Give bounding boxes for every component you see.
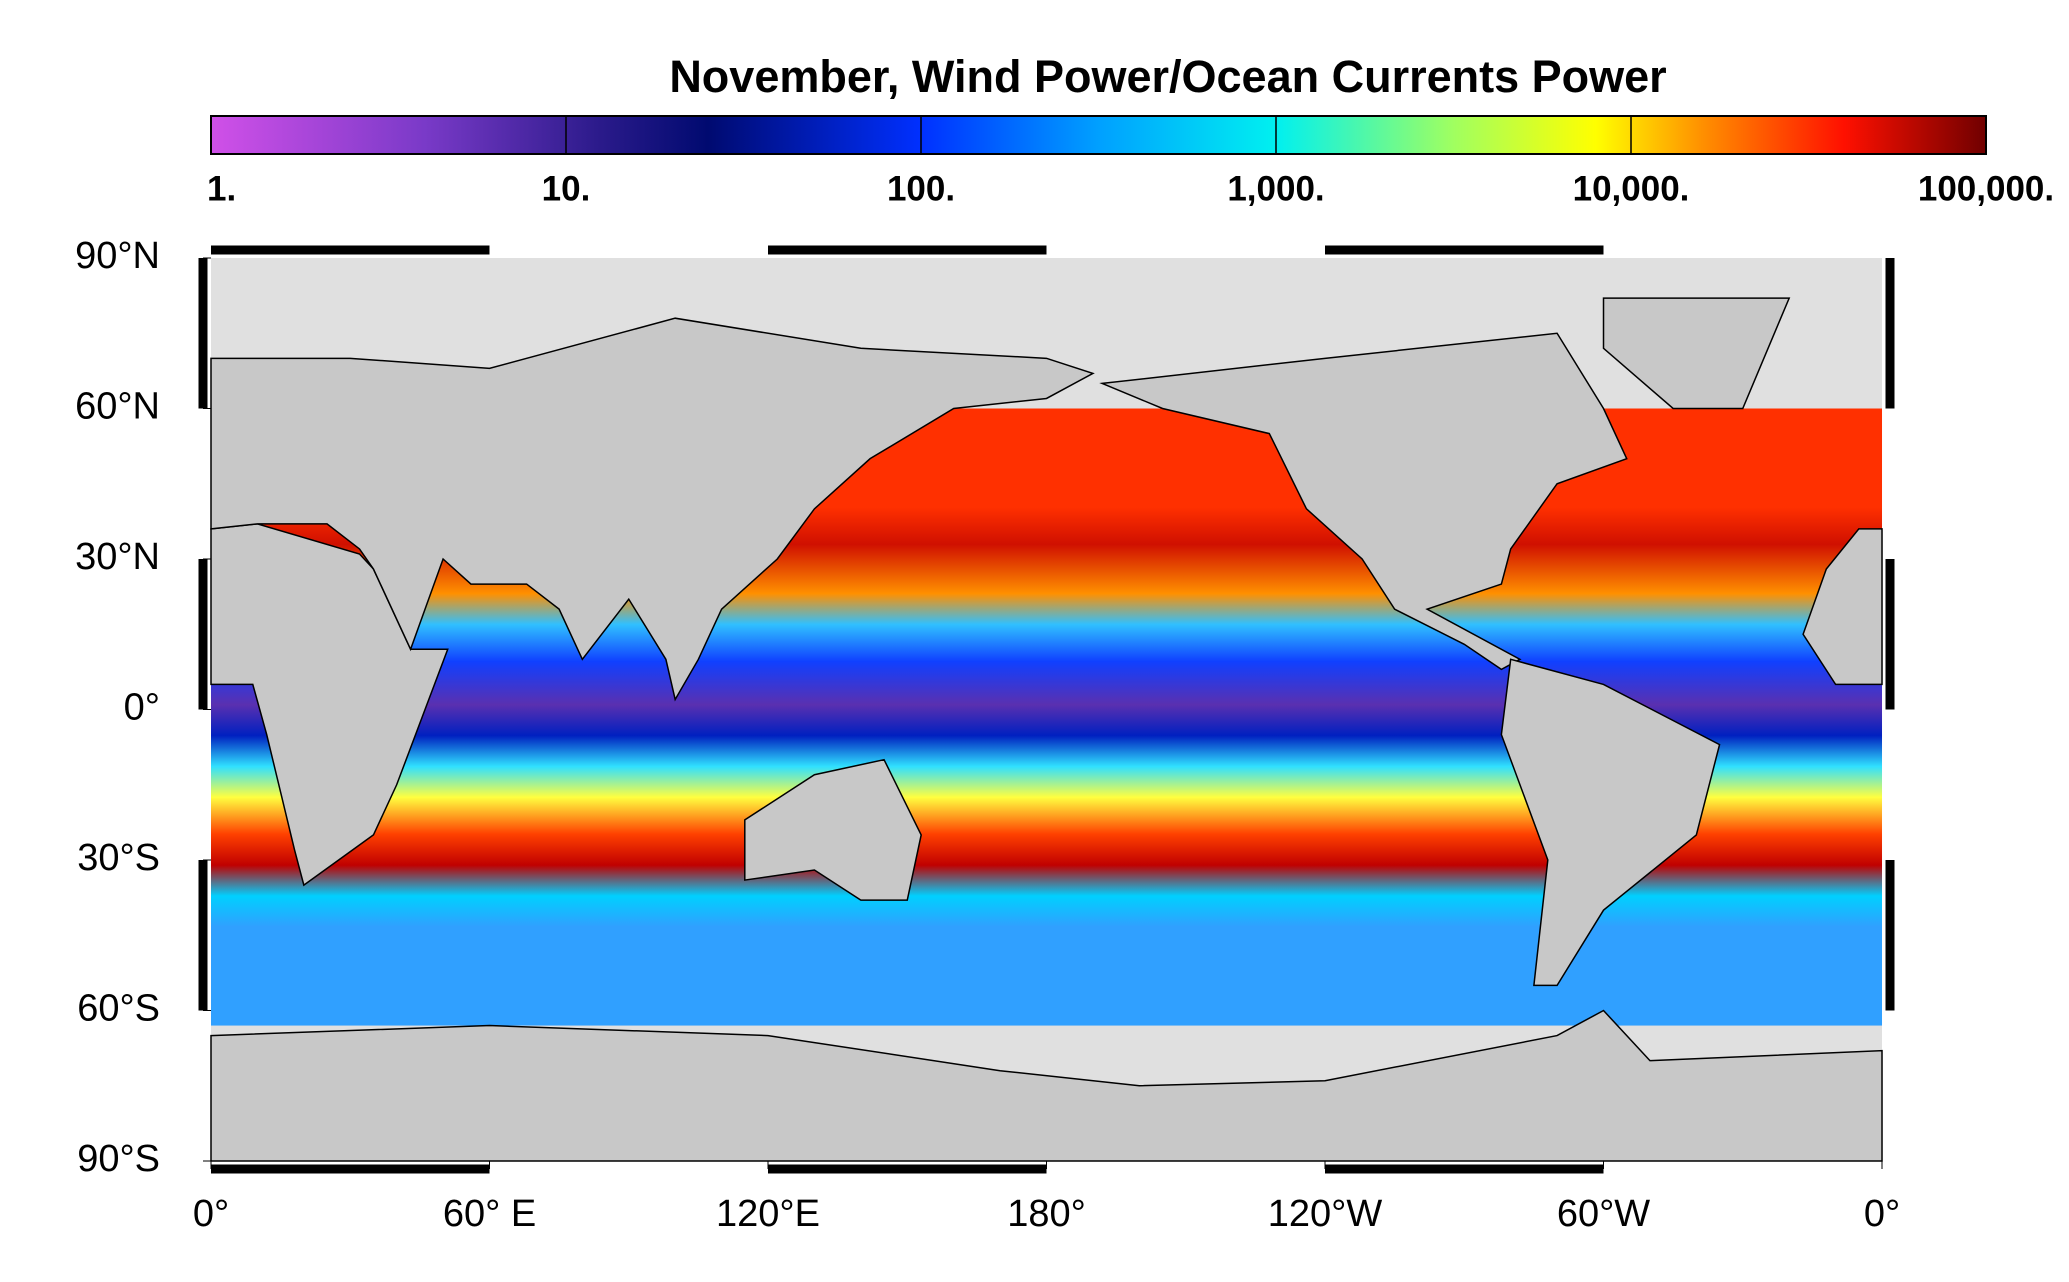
y-tick-label: 90°N — [75, 235, 160, 277]
y-tick-label: 0° — [124, 687, 160, 729]
title: November, Wind Power/Ocean Currents Powe… — [669, 51, 1666, 102]
y-tick-label: 60°N — [75, 386, 160, 428]
x-tick-label: 180° — [1007, 1193, 1086, 1235]
x-tick-label: 120°E — [716, 1193, 820, 1235]
colorbar-tick-label: 1. — [207, 169, 236, 208]
colorbar-tick-label: 10,000. — [1573, 169, 1690, 208]
y-tick-label: 90°S — [77, 1138, 160, 1180]
y-tick-label: 30°S — [77, 837, 160, 879]
map-area — [211, 258, 1882, 1161]
colorbar — [210, 115, 1987, 155]
australia — [745, 760, 921, 900]
y-tick-label: 60°S — [77, 988, 160, 1030]
y-tick-label: 30°N — [75, 536, 160, 578]
north-america — [1102, 333, 1627, 669]
x-tick-label: 120°W — [1268, 1193, 1383, 1235]
greenland — [1604, 298, 1790, 408]
colorbar-tick-label: 100. — [887, 169, 955, 208]
south-america — [1501, 659, 1719, 985]
colorbar-tick-label: 1,000. — [1227, 169, 1324, 208]
x-tick-label: 60° E — [443, 1193, 536, 1235]
x-tick-label: 60°W — [1557, 1193, 1650, 1235]
africa — [211, 524, 448, 885]
colorbar-tick-label: 100,000. — [1918, 169, 2054, 208]
x-tick-label: 0° — [1864, 1193, 1900, 1235]
map-layer — [211, 298, 1882, 1161]
x-tick-label: 0° — [193, 1193, 229, 1235]
west-africa — [1803, 529, 1882, 685]
eurasia — [211, 318, 1093, 699]
colorbar-tick-label: 10. — [542, 169, 591, 208]
